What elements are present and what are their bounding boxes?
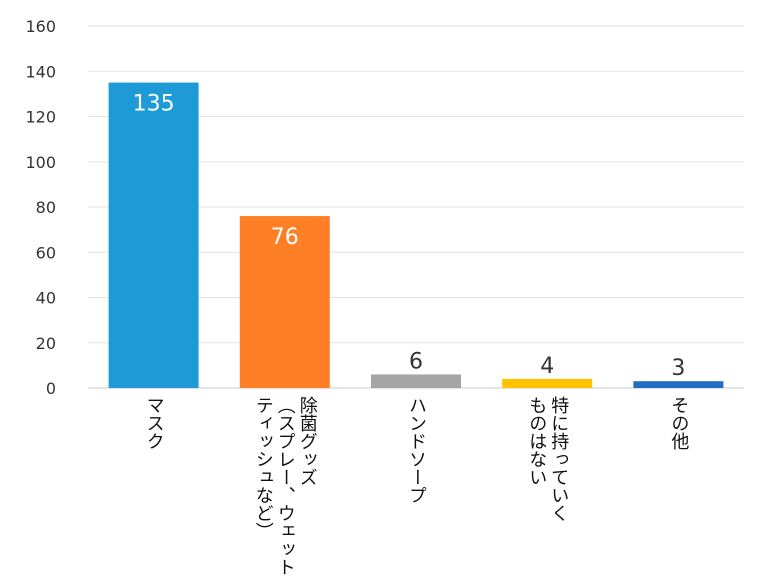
data-label: 6 xyxy=(409,349,423,374)
y-tick-label: 120 xyxy=(25,108,56,127)
data-label: 4 xyxy=(540,354,554,379)
y-tick-label: 100 xyxy=(25,153,56,172)
y-tick-label: 60 xyxy=(36,243,56,262)
data-label: 3 xyxy=(671,356,685,381)
x-tick-label: その他 xyxy=(668,396,690,450)
y-tick-label: 0 xyxy=(46,379,56,398)
bar xyxy=(239,216,330,388)
x-tick-label: 特に持っていく ものはない xyxy=(526,396,570,522)
bar xyxy=(633,381,724,388)
bar xyxy=(502,378,593,388)
y-tick-label: 20 xyxy=(36,334,56,353)
y-tick-label: 80 xyxy=(36,198,56,217)
data-label: 135 xyxy=(133,92,175,117)
y-tick-label: 40 xyxy=(36,289,56,308)
x-tick-label: 除菌グッズ （スプレー、ウェット ティッシュなど） xyxy=(252,396,318,576)
bar xyxy=(108,82,199,388)
data-label: 76 xyxy=(271,225,299,250)
bar xyxy=(371,374,461,388)
y-tick-label: 140 xyxy=(25,62,56,81)
x-tick-label: ハンドソープ xyxy=(406,396,427,504)
y-tick-label: 160 xyxy=(25,17,56,36)
x-tick-label: マスク xyxy=(143,396,165,450)
